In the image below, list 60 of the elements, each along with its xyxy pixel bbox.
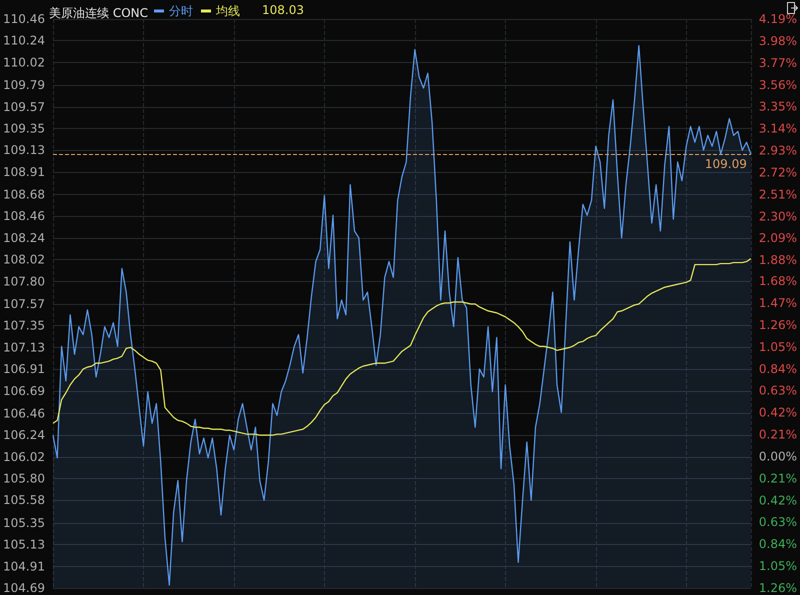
ref-line-label: 109.09 [704, 157, 747, 172]
y2-tick-label: 1.47% [758, 296, 798, 310]
y-tick-label: 107.57 [2, 296, 45, 311]
y-tick-label: 104.69 [2, 581, 45, 595]
y2-tick-label: 2.93% [758, 144, 798, 158]
y-tick-label: 110.46 [2, 12, 45, 26]
y-tick-label: 104.91 [2, 559, 45, 574]
legend-label: 均线 [215, 4, 240, 18]
y2-tick-label: 4.19% [758, 12, 798, 26]
y-tick-label: 110.02 [2, 55, 45, 70]
y-tick-label: 105.35 [2, 516, 45, 530]
y-tick-label: 107.80 [2, 274, 45, 288]
text: 108.03 [262, 3, 304, 17]
y2-tick-label: 2.30% [758, 209, 798, 224]
y-tick-label: 109.13 [2, 143, 45, 158]
y-tick-label: 105.58 [2, 493, 45, 508]
y-tick-label: 106.69 [2, 384, 45, 398]
y2-tick-label: 1.68% [758, 274, 798, 288]
y-tick-label: 108.91 [2, 164, 45, 179]
y-tick-label: 106.24 [2, 428, 45, 442]
y2-tick-label: 3.56% [758, 78, 798, 92]
y2-tick-label: 3.98% [758, 34, 798, 48]
y2-tick-label: 3.14% [758, 122, 798, 136]
y2-tick-label: 0.21% [758, 428, 798, 442]
y2-tick-label: 2.51% [758, 187, 798, 202]
y-tick-label: 110.24 [2, 34, 45, 48]
y2-tick-label: 2.72% [758, 165, 798, 180]
chart-title: 美原油连续 CONC [49, 6, 148, 20]
y-tick-label: 106.91 [2, 362, 45, 376]
y2-tick-label: 0.84% [758, 362, 798, 376]
y2-tick-label: 0.42% [758, 493, 798, 508]
y-tick-label: 109.57 [2, 100, 45, 114]
y2-tick-label: 0.21% [758, 471, 798, 486]
y-tick-label: 106.02 [2, 450, 45, 464]
y-tick-label: 109.35 [2, 121, 45, 136]
y-tick-label: 105.13 [2, 538, 45, 552]
y-tick-label: 106.46 [2, 406, 45, 420]
y2-tick-label: 3.77% [758, 56, 798, 70]
line-series [52, 258, 752, 436]
y-tick-label: 108.24 [2, 230, 45, 245]
y2-tick-label: 0.84% [758, 537, 798, 552]
y2-tick-label: 1.26% [758, 318, 798, 332]
y2-tick-label: 0.00% [758, 449, 798, 464]
y-tick-label: 107.13 [2, 340, 45, 354]
y2-tick-label: 0.63% [758, 515, 798, 530]
y2-tick-label: 0.63% [758, 384, 798, 398]
y2-tick-label: 0.42% [758, 406, 798, 420]
y2-tick-label: 1.26% [758, 581, 798, 595]
legend-label: 分时 [169, 4, 193, 18]
y2-tick-label: 3.35% [758, 100, 798, 114]
y-tick-label: 107.35 [2, 318, 45, 333]
y-tick-label: 108.46 [2, 209, 45, 224]
y2-tick-label: 1.88% [758, 253, 798, 268]
y2-tick-label: 1.05% [758, 340, 798, 354]
y2-tick-label: 2.09% [758, 231, 798, 246]
y-tick-label: 109.79 [2, 78, 45, 92]
y-tick-label: 105.80 [2, 472, 45, 486]
y-tick-label: 108.68 [2, 188, 45, 202]
y-tick-label: 108.02 [2, 252, 45, 267]
y2-tick-label: 1.05% [758, 559, 798, 574]
